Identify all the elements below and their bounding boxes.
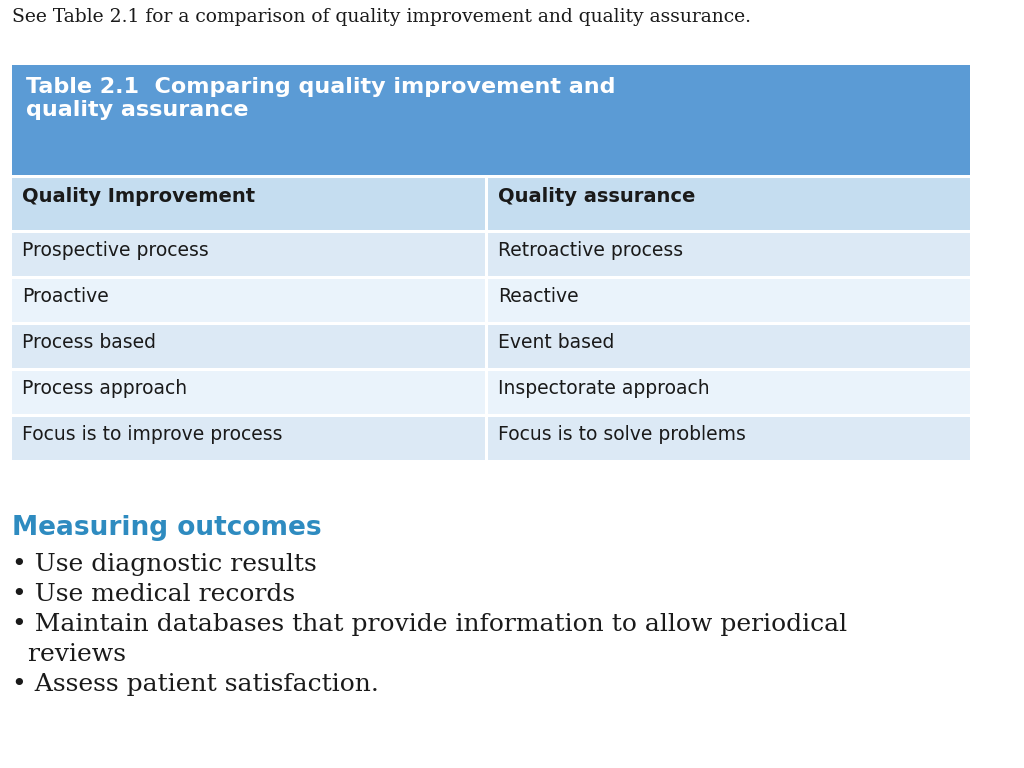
- Text: Process approach: Process approach: [22, 379, 187, 398]
- Text: Focus is to solve problems: Focus is to solve problems: [498, 425, 745, 444]
- Text: Table 2.1  Comparing quality improvement and
quality assurance: Table 2.1 Comparing quality improvement …: [26, 77, 615, 121]
- Text: • Maintain databases that provide information to allow periodical: • Maintain databases that provide inform…: [12, 613, 847, 636]
- Text: Measuring outcomes: Measuring outcomes: [12, 515, 322, 541]
- Text: Retroactive process: Retroactive process: [498, 241, 683, 260]
- Text: Reactive: Reactive: [498, 287, 579, 306]
- Text: Inspectorate approach: Inspectorate approach: [498, 379, 710, 398]
- Text: • Use diagnostic results: • Use diagnostic results: [12, 553, 316, 576]
- Text: Focus is to improve process: Focus is to improve process: [22, 425, 283, 444]
- Text: • Assess patient satisfaction.: • Assess patient satisfaction.: [12, 673, 379, 696]
- Text: See Table 2.1 for a comparison of quality improvement and quality assurance.: See Table 2.1 for a comparison of qualit…: [12, 8, 751, 26]
- Text: • Use medical records: • Use medical records: [12, 583, 295, 606]
- Text: Event based: Event based: [498, 333, 614, 352]
- Text: Prospective process: Prospective process: [22, 241, 209, 260]
- Text: Quality assurance: Quality assurance: [498, 187, 695, 206]
- Text: Quality Improvement: Quality Improvement: [22, 187, 255, 206]
- Text: Process based: Process based: [22, 333, 156, 352]
- Text: reviews: reviews: [12, 643, 126, 666]
- Text: Proactive: Proactive: [22, 287, 109, 306]
